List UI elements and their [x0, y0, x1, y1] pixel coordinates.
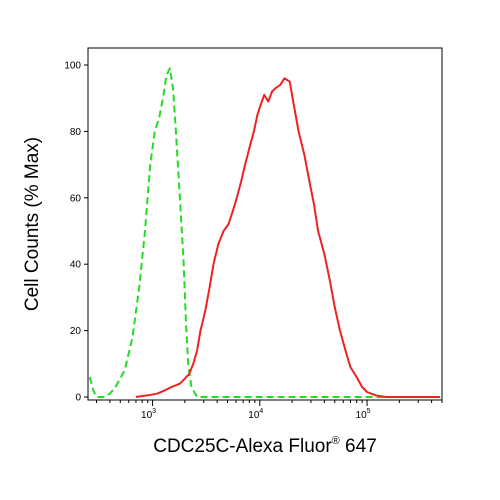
- y-axis-ticks: 0 20 40 60 80 100: [64, 61, 88, 404]
- x-tick-label: 105: [356, 408, 371, 421]
- x-axis-title-superscript: ®: [332, 435, 340, 447]
- x-axis-title: CDC25C-Alexa Fluor® 647: [153, 435, 377, 457]
- y-tick-label: 80: [70, 127, 82, 138]
- x-axis-ticks: 103 104 105: [95, 400, 443, 421]
- y-axis-title: Cell Counts (% Max): [22, 137, 43, 311]
- y-tick-label: 40: [70, 260, 82, 271]
- histogram-series-2: [135, 77, 441, 398]
- y-tick-label: 0: [75, 393, 81, 404]
- x-tick-label: 103: [141, 408, 156, 421]
- x-axis-title-suffix: 647: [340, 436, 377, 457]
- plot-frame: [87, 47, 443, 401]
- y-tick-label: 20: [70, 326, 82, 337]
- histogram-series-1: [88, 67, 441, 398]
- y-tick-label: 100: [64, 61, 81, 72]
- y-tick-label: 60: [70, 193, 82, 204]
- x-tick-label: 104: [248, 408, 263, 421]
- x-axis-title-main: CDC25C-Alexa Fluor: [153, 436, 332, 457]
- series-layer: [88, 67, 441, 398]
